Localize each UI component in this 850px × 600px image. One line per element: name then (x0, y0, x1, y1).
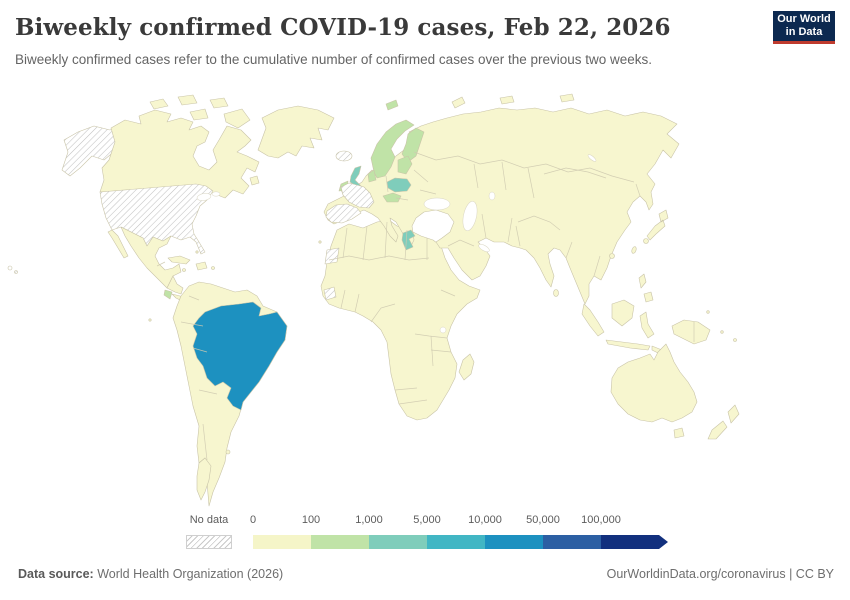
country-hawaii[interactable] (14, 270, 18, 274)
aral-sea (488, 191, 496, 201)
legend-tick-label: 10,000 (468, 514, 502, 526)
legend-bin-10,000-50,000[interactable] (485, 535, 543, 549)
country-canadian-arctic-islands[interactable] (149, 94, 251, 129)
country-cuba[interactable] (167, 255, 191, 265)
legend-no-data-label: No data (189, 514, 229, 526)
legend-bin-50,000-100,000[interactable] (543, 535, 601, 549)
legend-bin-0-100[interactable] (253, 535, 311, 549)
country-austria-czechia[interactable] (382, 192, 402, 203)
lake-baikal (587, 154, 597, 162)
persian-gulf (478, 243, 490, 253)
legend-tick-label: 0 (249, 514, 257, 526)
country-sulawesi[interactable] (639, 311, 655, 339)
country-brazil[interactable] (192, 301, 288, 411)
legend-tick-label: 5,000 (413, 514, 441, 526)
country-new-zealand-south[interactable] (707, 420, 728, 440)
country-galapagos[interactable] (148, 318, 152, 322)
owid-logo-line1: Our World (777, 13, 831, 26)
data-source-text: Data source: World Health Organization (… (18, 567, 284, 581)
country-hainan[interactable] (609, 253, 615, 259)
caspian-sea (462, 201, 478, 231)
country-new-zealand-north[interactable] (727, 404, 740, 424)
owid-logo[interactable]: Our World in Data (773, 11, 835, 44)
country-russian-arctic-islands[interactable] (451, 93, 575, 109)
chart-footer: Data source: World Health Organization (… (18, 567, 834, 581)
legend-no-data-swatch[interactable] (186, 535, 232, 549)
country-greece[interactable] (401, 229, 416, 251)
legend-bin-1,000-5,000[interactable] (369, 535, 427, 549)
legend-tick-label: 1,000 (355, 514, 383, 526)
country-jamaica[interactable] (182, 268, 186, 272)
country-denmark[interactable] (367, 169, 377, 183)
country-spain[interactable] (325, 203, 362, 224)
country-greenland[interactable] (257, 105, 335, 159)
data-source-label: Data source: (18, 567, 94, 581)
country-costa-rica[interactable] (163, 289, 173, 300)
country-canary-islands[interactable] (318, 240, 322, 244)
map-legend: No data 0 100 1,000 5,000 10,000 50,000 100,00… (0, 514, 850, 556)
country-guinea[interactable] (323, 286, 337, 301)
country-bahamas[interactable] (195, 250, 199, 254)
country-tasmania[interactable] (673, 427, 685, 439)
legend-bin-5,000-10,000[interactable] (427, 535, 485, 549)
country-philippines[interactable] (638, 273, 654, 303)
country-mexico[interactable] (120, 226, 182, 289)
lakes (196, 154, 597, 334)
country-new-guinea[interactable] (671, 319, 711, 345)
country-japan[interactable] (646, 209, 669, 241)
country-australia[interactable] (610, 343, 698, 423)
country-solomon-islands[interactable] (706, 310, 710, 314)
country-western-sahara[interactable] (324, 247, 340, 265)
legend-tick-label: 100,000 (581, 514, 621, 526)
country-baja-california[interactable] (107, 229, 129, 259)
country-iceland[interactable] (335, 150, 353, 162)
country-vanuatu[interactable] (720, 330, 724, 334)
country-japan-kyushu[interactable] (643, 238, 649, 244)
black-sea (423, 197, 451, 211)
country-java[interactable] (605, 339, 651, 351)
country-falkland-islands[interactable] (225, 449, 231, 455)
country-sri-lanka[interactable] (553, 289, 559, 297)
attribution-text: OurWorldinData.org/coronavirus | CC BY (606, 567, 834, 581)
country-puerto-rico[interactable] (211, 266, 215, 270)
owid-logo-line2: in Data (785, 26, 823, 38)
country-finland[interactable] (401, 127, 425, 163)
world-map (0, 90, 850, 510)
country-hawaii[interactable] (7, 265, 13, 271)
lake-victoria (439, 326, 447, 334)
country-france[interactable] (340, 182, 375, 209)
legend-tick-label: 100 (301, 514, 321, 526)
country-border-lines (156, 151, 695, 461)
country-borneo[interactable] (611, 299, 635, 327)
country-taiwan[interactable] (631, 246, 637, 254)
legend-bin-100,000+[interactable] (601, 535, 659, 549)
country-canada[interactable] (99, 109, 260, 199)
country-norway-sweden[interactable] (370, 119, 415, 179)
country-fiji[interactable] (733, 338, 737, 342)
page-subtitle: Biweekly confirmed cases refer to the cu… (15, 52, 653, 67)
owid-logo-stripe (773, 41, 835, 44)
country-argentina-south[interactable] (196, 457, 212, 501)
country-madagascar[interactable] (458, 353, 475, 381)
country-baltic-states[interactable] (397, 155, 413, 175)
country-hispaniola[interactable] (195, 261, 208, 271)
country-sumatra[interactable] (581, 303, 605, 337)
legend-tick-label: 50,000 (526, 514, 560, 526)
legend-arrow (659, 535, 668, 549)
country-newfoundland[interactable] (249, 175, 260, 186)
country-svalbard[interactable] (385, 99, 399, 111)
page-title: Biweekly confirmed COVID-19 cases, Feb 2… (15, 14, 671, 41)
legend-bin-100-1,000[interactable] (311, 535, 369, 549)
country-poland[interactable] (386, 177, 412, 193)
